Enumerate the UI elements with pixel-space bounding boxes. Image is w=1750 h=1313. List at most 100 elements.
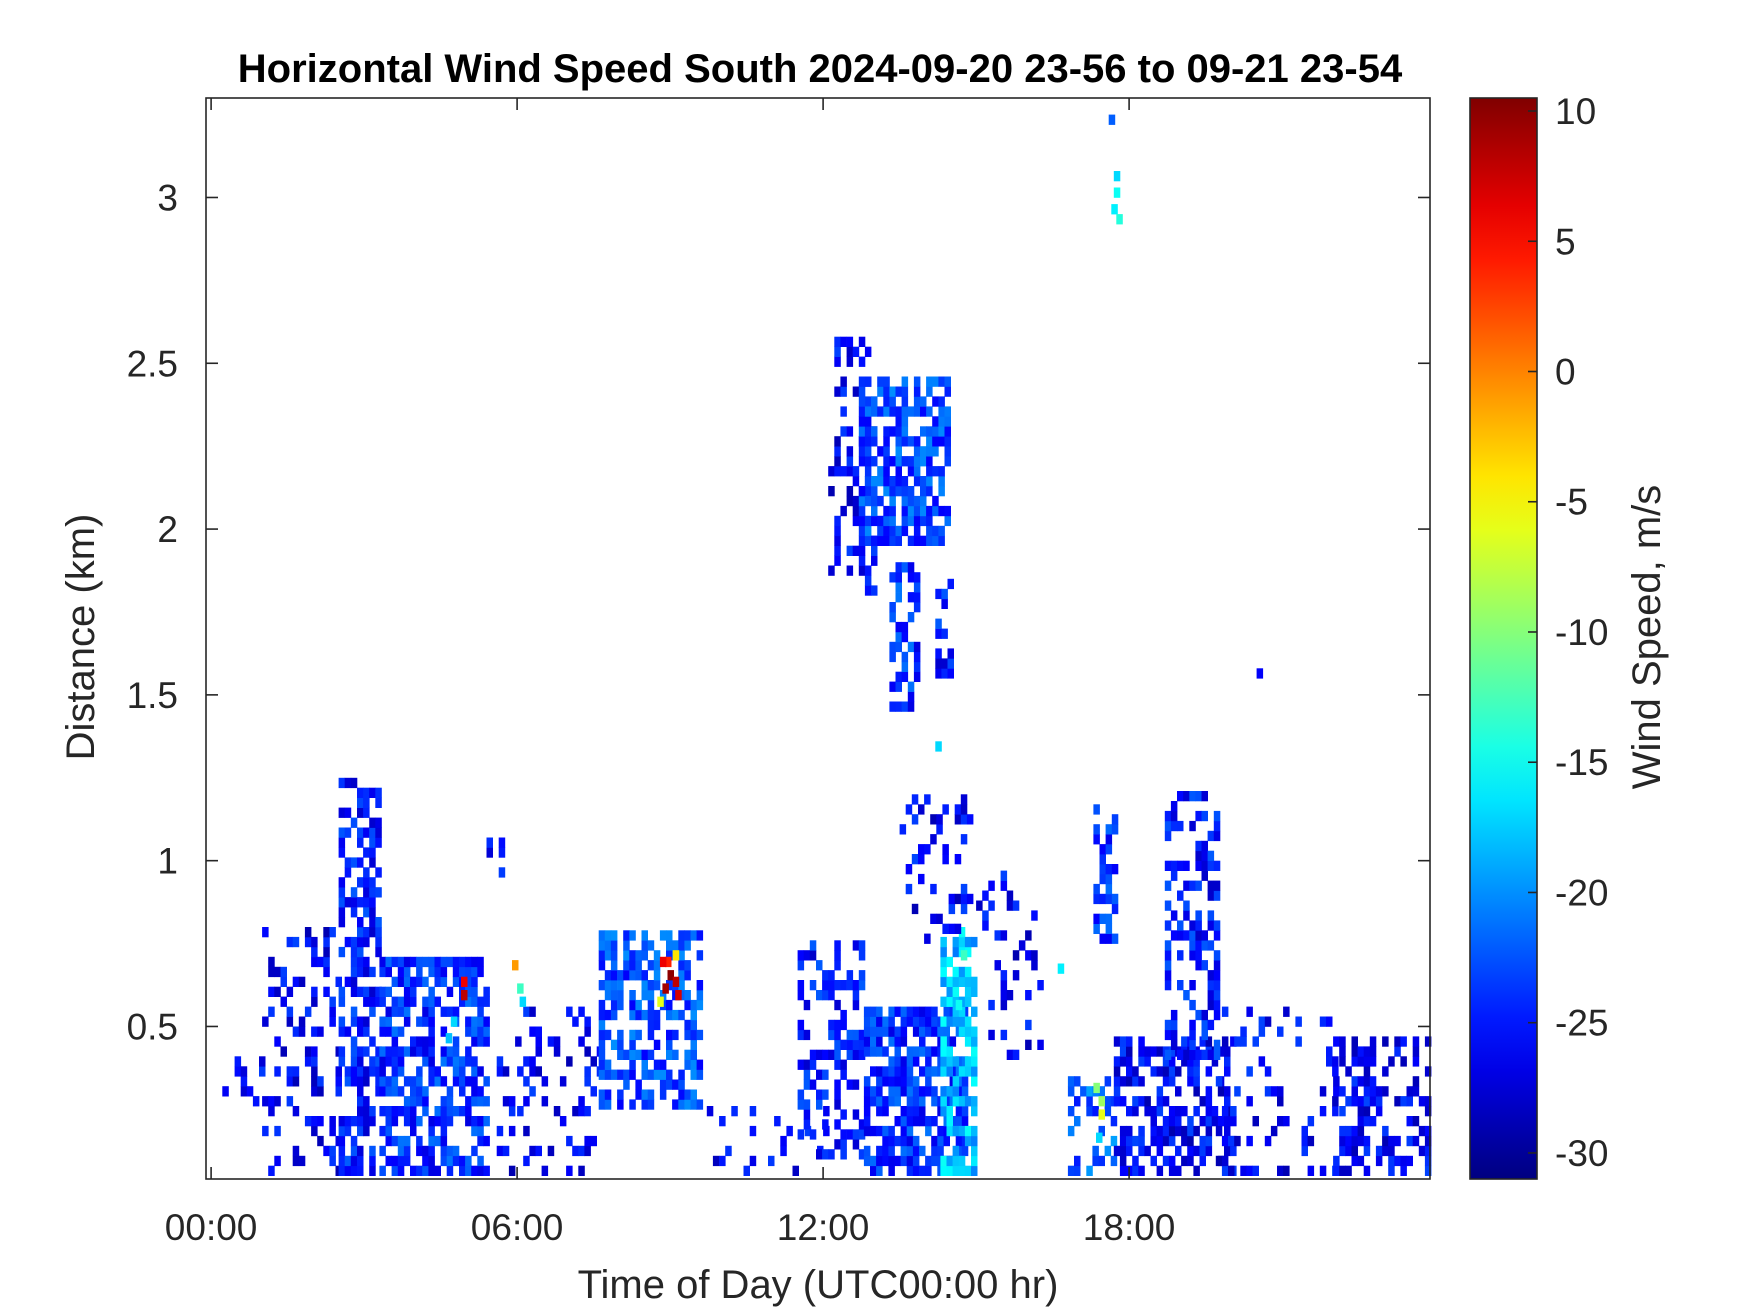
heatmap-cell [1111, 814, 1119, 825]
heatmap-cell [1164, 980, 1172, 991]
heatmap-cell [1369, 1096, 1377, 1107]
heatmap-cell [375, 787, 382, 798]
heatmap-cell [912, 1076, 920, 1087]
y-tick-label: 1 [157, 841, 178, 882]
heatmap-cell [403, 1145, 411, 1157]
heatmap-cell [871, 505, 878, 517]
heatmap-cell [498, 867, 506, 878]
heatmap-cell [323, 946, 330, 958]
heatmap-cell [635, 960, 642, 971]
heatmap-cell [1067, 1076, 1075, 1087]
heatmap-cell [477, 1135, 484, 1147]
heatmap-cell [913, 525, 921, 537]
heatmap-cell [357, 1145, 364, 1157]
heatmap-cell [952, 936, 960, 948]
heatmap-cell [911, 854, 919, 865]
heatmap-cell [1170, 1029, 1178, 1041]
heatmap-cell [623, 960, 630, 971]
heatmap-cell [1412, 1056, 1420, 1067]
heatmap-cell [1339, 1056, 1346, 1067]
heatmap-cell [961, 1086, 969, 1097]
heatmap-cell [1221, 1106, 1229, 1117]
heatmap-cell [888, 1056, 895, 1067]
heatmap-cell [1074, 1076, 1081, 1087]
heatmap-cell [1319, 1086, 1327, 1097]
heatmap-cell [907, 535, 915, 546]
heatmap-cell [1092, 1155, 1099, 1167]
heatmap-cell [647, 1049, 655, 1060]
heatmap-cell [471, 1116, 478, 1127]
heatmap-cell [912, 1165, 920, 1176]
heatmap-cell [1351, 1125, 1358, 1137]
heatmap-cell [363, 1026, 370, 1037]
heatmap-cell [617, 1039, 624, 1050]
heatmap-cell [428, 996, 435, 1007]
heatmap-cell [1189, 999, 1196, 1011]
heatmap-cell [834, 515, 841, 527]
heatmap-cell [357, 946, 364, 958]
heatmap-cell [311, 986, 318, 997]
heatmap-cell [870, 1125, 877, 1137]
heatmap-cell [338, 1056, 346, 1067]
heatmap-cell [1363, 1106, 1371, 1117]
heatmap-cell [930, 834, 937, 845]
heatmap-cell [440, 1145, 448, 1157]
heatmap-cell [1138, 1056, 1145, 1067]
heatmap-cell [262, 1125, 269, 1137]
heatmap-cell [391, 1066, 399, 1077]
heatmap-cell [901, 476, 909, 487]
heatmap-cell [385, 1076, 392, 1087]
heatmap-cell [1177, 920, 1184, 931]
heatmap-cell [1201, 940, 1208, 951]
heatmap-cell [446, 1106, 454, 1117]
heatmap-cell [379, 1106, 386, 1117]
heatmap-cell [678, 950, 685, 961]
heatmap-cell [329, 996, 336, 1007]
heatmap-cell [901, 406, 909, 417]
colorbar-tick-label: 10 [1555, 91, 1596, 132]
heatmap-cell [1116, 214, 1123, 225]
heatmap-cell [1105, 923, 1113, 934]
heatmap-cell [1369, 1036, 1377, 1047]
heatmap-cell [889, 476, 896, 487]
heatmap-cell [877, 515, 884, 527]
heatmap-cell [338, 1016, 346, 1027]
heatmap-cell [918, 873, 925, 885]
heatmap-cell [964, 1165, 972, 1176]
heatmap-cell [913, 602, 921, 613]
heatmap-cell [907, 592, 915, 603]
heatmap-cell [617, 1099, 624, 1110]
heatmap-cell [274, 1036, 281, 1047]
heatmap-cell [428, 1135, 435, 1147]
heatmap-cell [317, 1135, 324, 1147]
heatmap-cell [926, 436, 933, 447]
heatmap-cell [659, 990, 667, 1001]
heatmap-cell [1201, 960, 1208, 971]
heatmap-cell [446, 986, 454, 997]
heatmap-cell [410, 996, 417, 1007]
heatmap-cell [944, 446, 951, 457]
heatmap-cell [1168, 1066, 1176, 1077]
heatmap-cell [964, 1016, 972, 1027]
heatmap-cell [920, 515, 927, 527]
heatmap-cell [846, 456, 854, 467]
heatmap-cell [828, 1019, 835, 1031]
heatmap-cell [280, 976, 287, 987]
heatmap-cell [292, 1145, 300, 1157]
heatmap-cell [350, 936, 358, 948]
heatmap-cell [450, 1016, 458, 1027]
heatmap-cell [483, 1135, 490, 1147]
heatmap-cell [292, 1106, 300, 1117]
heatmap-cell [1181, 1056, 1188, 1067]
heatmap-cell [871, 535, 878, 546]
heatmap-cell [952, 1086, 960, 1097]
heatmap-cell [925, 1125, 932, 1137]
heatmap-cell [391, 1076, 399, 1087]
heatmap-cell [1332, 1056, 1339, 1067]
heatmap-cell [1119, 1036, 1127, 1047]
heatmap-cell [1351, 1056, 1358, 1067]
heatmap-cell [344, 777, 352, 789]
heatmap-cell [598, 1009, 606, 1021]
heatmap-cell [584, 1026, 591, 1037]
heatmap-cell [465, 1056, 472, 1067]
